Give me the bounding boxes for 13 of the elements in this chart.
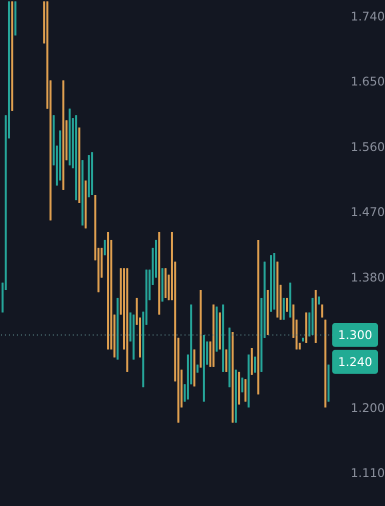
y-tick-label: 1.650: [350, 74, 385, 89]
ref-line-label: 1.300: [338, 328, 372, 342]
y-tick-label: 1.470: [350, 205, 385, 220]
annotation: 1.240: [338, 354, 372, 369]
candlestick: [241, 377, 244, 393]
y-tick-label: 1.110: [350, 466, 385, 480]
candlestick: [244, 378, 246, 402]
y-tick-label: 1.740: [350, 9, 385, 24]
candlestick: [225, 348, 228, 373]
candlestick: [254, 356, 256, 374]
y-tick-label: 1.380: [350, 270, 385, 284]
y-tick-label: 1.560: [350, 140, 385, 154]
y-tick-label: 1.200: [350, 400, 385, 415]
